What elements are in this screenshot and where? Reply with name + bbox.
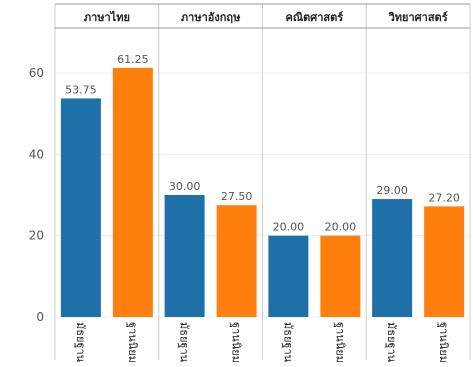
panel-title: คณิตศาสตร์ [286,11,344,24]
bar [268,235,309,317]
y-tick-label: 0 [36,310,44,324]
data-label: 30.00 [169,180,201,193]
category-labels: มัธยฐาน ฐานนิยม มัธยฐาน ฐานนิยม มัธยฐาน ฐานนิ… [74,322,450,363]
y-tick-label: 40 [29,147,44,161]
data-labels: 53.75 61.25 30.00 27.50 20.00 20.00 29.00 27.20 [65,53,460,234]
panel-header-row: ภาษาไทย ภาษาอังกฤษ คณิตศาสตร์ วิทยาศาสตร์ [55,3,470,29]
category-label: ฐานนิยม [333,322,346,363]
bar [372,199,413,317]
category-label: ฐานนิยม [230,322,243,363]
category-label: มัธยฐาน [74,322,87,363]
category-label: มัธยฐาน [385,322,398,363]
bar [112,67,153,318]
category-label: ฐานนิยม [437,322,450,363]
y-tick-label: 20 [29,229,44,243]
bars [60,67,465,318]
data-label: 20.00 [273,221,305,234]
y-axis: 0 20 40 60 [29,66,44,324]
bar [424,206,465,317]
panel-title: ภาษาไทย [84,10,130,24]
category-label: ฐานนิยม [126,322,139,363]
data-label: 53.75 [65,83,97,96]
category-label: มัธยฐาน [281,322,294,363]
panel-title: ภาษาอังกฤษ [181,11,241,24]
bar [60,98,101,318]
data-label: 27.50 [221,190,253,203]
y-tick-label: 60 [29,66,44,80]
panel-title: วิทยาศาสตร์ [388,11,448,24]
bar [164,195,205,317]
data-label: 29.00 [376,184,408,197]
data-label: 27.20 [428,191,460,204]
data-label: 20.00 [325,221,357,234]
bar [320,235,361,317]
bar [216,205,257,317]
data-label: 61.25 [117,53,149,66]
category-label: มัธยฐาน [178,322,191,363]
